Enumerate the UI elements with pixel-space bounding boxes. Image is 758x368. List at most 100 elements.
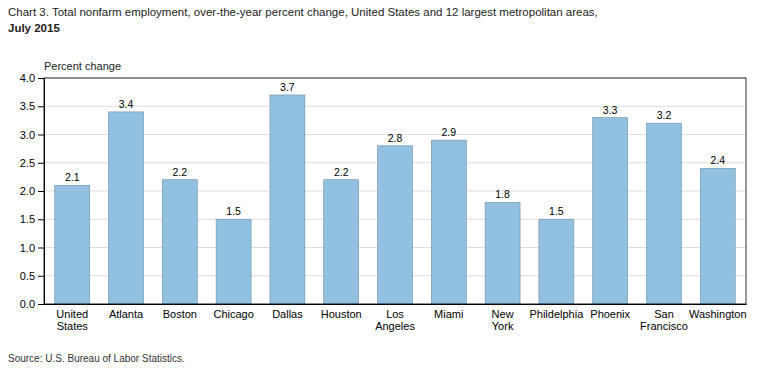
chart: Chart 3. Total nonfarm employment, over-…	[0, 0, 758, 368]
bar	[270, 95, 305, 304]
tick-label: Chicago	[213, 308, 253, 320]
tick-label-line: Atlanta	[109, 308, 144, 320]
tick: Boston	[163, 308, 197, 320]
tick: 1.0	[20, 242, 44, 254]
tick-label-line: New	[492, 308, 514, 320]
source-note: Source: U.S. Bureau of Labor Statistics.	[8, 353, 185, 364]
data-label: 3.3	[603, 104, 618, 116]
tick-label-line: Houston	[321, 308, 362, 320]
tick-label: NewYork	[492, 308, 514, 333]
tick: 1.5	[20, 213, 44, 225]
x-axis: UnitedStates Atlanta Boston Chicago Dallas Ho…	[45, 305, 747, 333]
tick-mark	[38, 276, 44, 277]
tick-mark	[38, 248, 44, 249]
tick-label-line: Francisco	[640, 320, 688, 332]
grid	[44, 78, 746, 304]
subtitle: July 2015	[8, 22, 60, 34]
plot: 0.00.51.01.52.02.53.03.54.0UnitedStatesA…	[20, 60, 747, 332]
data-label: 1.5	[226, 205, 241, 217]
data-label: 2.9	[441, 126, 456, 138]
bar	[324, 180, 359, 304]
tick: NewYork	[492, 308, 514, 333]
tick-label-line: Chicago	[213, 308, 253, 320]
tick-label: 1.0	[20, 242, 35, 254]
data-label: 3.2	[657, 109, 672, 121]
tick: 4.0	[20, 72, 44, 84]
tick-label-line: Angeles	[375, 320, 415, 332]
tick-label-line: San	[654, 308, 674, 320]
bar	[485, 202, 520, 304]
tick-label: Atlanta	[109, 308, 144, 320]
bar	[55, 185, 90, 304]
bar	[431, 140, 466, 304]
tick: Phoenix	[590, 308, 630, 320]
plot-frame	[44, 78, 746, 304]
data-label: 2.8	[388, 132, 403, 144]
tick-label: 0.5	[20, 270, 35, 282]
tick-label: UnitedStates	[56, 308, 88, 333]
data-labels: 2.13.42.21.53.72.22.82.91.81.53.33.22.4	[65, 81, 725, 217]
bar	[700, 168, 735, 304]
tick: Atlanta	[109, 308, 144, 320]
bar	[162, 180, 197, 304]
title: Chart 3. Total nonfarm employment, over-…	[8, 6, 598, 18]
tick: LosAngeles	[375, 308, 415, 333]
tick: 2.0	[20, 185, 44, 197]
bar	[109, 112, 144, 304]
y-axis-title: Percent change	[44, 60, 121, 72]
tick: 0.5	[20, 270, 44, 282]
tick-label: Houston	[321, 308, 362, 320]
tick-label-line: Boston	[163, 308, 197, 320]
tick-label-line: Miami	[434, 308, 463, 320]
tick-mark	[38, 78, 44, 79]
tick-label: SanFrancisco	[640, 308, 688, 333]
bar	[216, 219, 251, 304]
data-label: 1.5	[549, 205, 564, 217]
data-label: 2.1	[65, 171, 80, 183]
tick: Miami	[434, 308, 463, 320]
tick-label-line: United	[56, 308, 88, 320]
y-axis: 0.00.51.01.52.02.53.03.54.0	[20, 72, 45, 310]
tick-label-line: York	[492, 320, 514, 332]
tick: Phildelphia	[529, 308, 584, 320]
tick: 2.5	[20, 157, 44, 169]
bar	[539, 219, 574, 304]
tick-label: 2.0	[20, 185, 35, 197]
tick-label: Phoenix	[590, 308, 630, 320]
tick: Houston	[321, 308, 362, 320]
tick-label: 2.5	[20, 157, 35, 169]
tick-label: LosAngeles	[375, 308, 415, 333]
data-label: 3.7	[280, 81, 295, 93]
tick: Dallas	[272, 308, 303, 320]
tick-mark	[38, 304, 44, 305]
tick-label: 1.5	[20, 213, 35, 225]
tick-label-line: Los	[386, 308, 404, 320]
tick-label-line: States	[57, 320, 89, 332]
tick-label-line: Dallas	[272, 308, 303, 320]
data-label: 3.4	[119, 98, 134, 110]
tick-label-line: Phoenix	[590, 308, 630, 320]
tick-label-line: Phildelphia	[529, 308, 584, 320]
bar	[593, 118, 628, 304]
tick-mark	[38, 219, 44, 220]
tick-label: 3.5	[20, 100, 35, 112]
tick-label: Dallas	[272, 308, 303, 320]
tick: UnitedStates	[56, 308, 88, 333]
data-label: 1.8	[495, 188, 510, 200]
data-label: 2.2	[173, 166, 188, 178]
bars	[55, 95, 735, 304]
tick-label: Washington	[689, 308, 747, 320]
tick: SanFrancisco	[640, 308, 688, 333]
data-label: 2.2	[334, 166, 349, 178]
tick-label-line: Washington	[689, 308, 747, 320]
tick-label: 0.0	[20, 298, 35, 310]
tick: 0.0	[20, 298, 44, 310]
tick-mark	[38, 106, 44, 107]
tick-label: Miami	[434, 308, 463, 320]
tick-mark	[38, 135, 44, 136]
tick-mark	[38, 191, 44, 192]
tick-label: Boston	[163, 308, 197, 320]
tick-label: 4.0	[20, 72, 35, 84]
tick: 3.5	[20, 100, 44, 112]
bar	[378, 146, 413, 304]
